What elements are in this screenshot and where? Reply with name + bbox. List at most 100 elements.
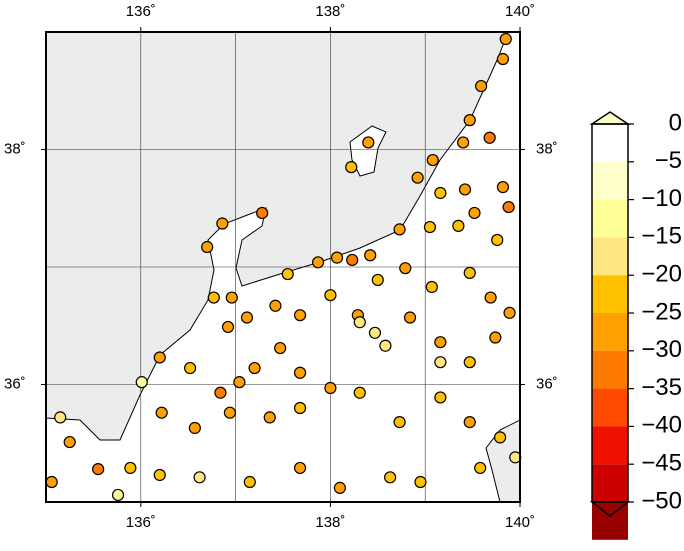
station xyxy=(216,217,229,230)
x-tick-label: 138˚ xyxy=(315,514,345,531)
colorbar-segment xyxy=(592,199,628,238)
station xyxy=(368,326,382,339)
colorbar-segment xyxy=(592,426,628,465)
station xyxy=(183,361,197,375)
station xyxy=(92,463,105,476)
station xyxy=(346,253,359,267)
station xyxy=(475,79,488,93)
colorbar-segment xyxy=(592,464,628,502)
station xyxy=(425,280,438,294)
station xyxy=(293,461,307,475)
station xyxy=(468,206,481,220)
station xyxy=(452,219,465,232)
station xyxy=(281,267,294,281)
colorbar-segment xyxy=(592,388,628,427)
station xyxy=(411,171,424,184)
colorbar: 0 −5 −10 −15 −20 −25 −30 −35 −40 −45 −50 xyxy=(589,109,682,540)
station xyxy=(207,291,220,304)
station xyxy=(324,381,337,395)
colorbar-tick-label: −5 xyxy=(655,147,682,174)
bay xyxy=(485,419,520,502)
station xyxy=(263,411,276,424)
station xyxy=(223,406,237,419)
station xyxy=(371,273,384,287)
station xyxy=(330,251,344,264)
station xyxy=(135,376,148,389)
colorbar-segment xyxy=(592,275,628,313)
station xyxy=(153,351,166,364)
colorbar-segment xyxy=(592,350,628,389)
station xyxy=(54,411,67,424)
station xyxy=(434,336,447,349)
x-tick-label: 138˚ xyxy=(315,3,345,20)
station xyxy=(434,391,447,404)
y-tick-label: 38˚ xyxy=(4,140,26,157)
colorbar-tick-label: −35 xyxy=(641,374,682,401)
station xyxy=(484,291,497,304)
colorbar-tick-label: −30 xyxy=(641,336,682,363)
points xyxy=(45,32,522,502)
station xyxy=(457,136,470,149)
station xyxy=(221,320,235,334)
station xyxy=(384,471,397,484)
station xyxy=(463,416,476,429)
colorbar-tick-label: −20 xyxy=(641,261,682,288)
station xyxy=(293,309,307,322)
station xyxy=(434,356,447,369)
station xyxy=(393,223,406,236)
station xyxy=(274,341,287,355)
colorbar-segment xyxy=(592,161,628,200)
station xyxy=(434,186,447,200)
station xyxy=(293,366,307,379)
station xyxy=(243,475,256,489)
colorbar-tick-label: 0 xyxy=(669,109,682,136)
station xyxy=(502,200,515,214)
station xyxy=(45,475,58,489)
station xyxy=(353,316,366,329)
station xyxy=(63,435,76,449)
station xyxy=(311,256,325,269)
station xyxy=(345,161,358,174)
station xyxy=(362,136,375,149)
y-tick-label: 36˚ xyxy=(536,375,558,392)
station xyxy=(124,461,137,475)
colorbar-tick-label: −40 xyxy=(641,412,682,439)
x-tick-label: 140˚ xyxy=(505,514,535,531)
station xyxy=(364,249,377,262)
station xyxy=(240,311,254,324)
station xyxy=(493,431,507,444)
station xyxy=(463,356,476,369)
station xyxy=(499,32,512,46)
station xyxy=(474,461,487,475)
station xyxy=(293,401,307,415)
grid xyxy=(46,32,520,502)
station xyxy=(426,153,439,167)
station xyxy=(333,481,346,494)
station xyxy=(496,52,510,66)
station xyxy=(496,181,510,194)
station xyxy=(111,488,125,502)
colorbar-tick-label: −45 xyxy=(641,450,682,477)
station xyxy=(403,311,417,324)
station xyxy=(155,406,168,419)
station xyxy=(214,386,227,399)
station xyxy=(414,475,427,489)
colorbar-segment xyxy=(592,313,628,351)
station xyxy=(193,471,206,484)
map-ticks: 136˚ 136˚ 138˚ 138˚ 140˚ 140˚ 36˚ 36˚ 38˚ 38˚ xyxy=(4,3,558,531)
x-tick-label: 136˚ xyxy=(126,514,156,531)
station xyxy=(423,220,437,234)
station xyxy=(201,240,214,254)
station xyxy=(483,131,496,144)
y-tick-label: 36˚ xyxy=(4,375,26,392)
station xyxy=(379,339,392,352)
station xyxy=(233,376,246,389)
station xyxy=(248,361,261,375)
station xyxy=(503,306,516,319)
x-tick-label: 136˚ xyxy=(126,3,156,20)
station xyxy=(393,416,406,429)
y-tick-label: 38˚ xyxy=(536,140,558,157)
station xyxy=(399,262,412,275)
